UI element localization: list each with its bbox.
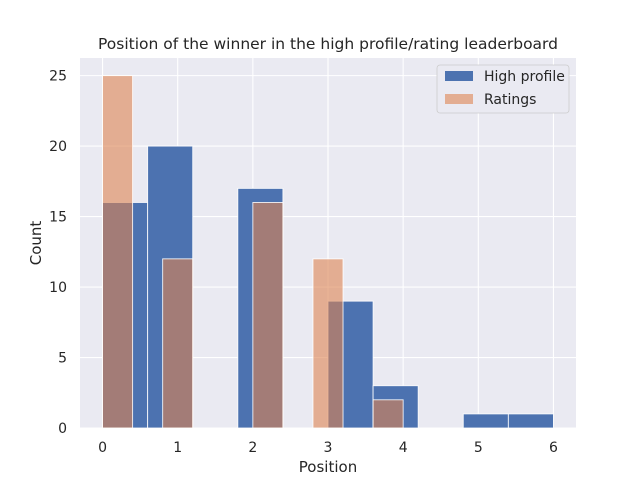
- y-tick-label: 5: [58, 351, 67, 367]
- legend: High profile Ratings: [436, 64, 570, 114]
- y-axis-label: Count: [27, 221, 45, 266]
- legend-label-high-profile: High profile: [484, 69, 565, 85]
- x-tick-label: 1: [173, 440, 182, 456]
- legend-swatch-high-profile: [445, 71, 473, 81]
- x-tick-labels: 0 1 2 3 4 5 6: [98, 440, 558, 456]
- y-tick-labels: 0 5 10 15 20 25: [49, 69, 67, 437]
- bar-ratings: [162, 258, 194, 429]
- bar-high-profile: [507, 413, 554, 429]
- x-tick-label: 5: [474, 440, 483, 456]
- x-tick-label: 3: [324, 440, 333, 456]
- bar-high-profile: [462, 413, 509, 429]
- y-tick-label: 0: [58, 421, 67, 437]
- chart-title: Position of the winner in the high profi…: [98, 35, 558, 53]
- bars-group: [102, 75, 554, 429]
- y-tick-label: 25: [49, 69, 67, 85]
- y-tick-label: 10: [49, 280, 67, 296]
- x-tick-label: 0: [98, 440, 107, 456]
- x-tick-label: 4: [399, 440, 408, 456]
- legend-label-ratings: Ratings: [484, 92, 536, 108]
- y-tick-label: 15: [49, 210, 67, 226]
- legend-swatch-ratings: [445, 94, 473, 104]
- y-tick-label: 20: [49, 139, 67, 155]
- x-tick-label: 2: [248, 440, 257, 456]
- x-tick-label: 6: [549, 440, 558, 456]
- x-axis-label: Position: [299, 458, 357, 476]
- bar-ratings: [372, 399, 404, 429]
- bar-ratings: [312, 258, 344, 429]
- bar-ratings: [252, 202, 284, 429]
- bar-ratings: [102, 75, 134, 429]
